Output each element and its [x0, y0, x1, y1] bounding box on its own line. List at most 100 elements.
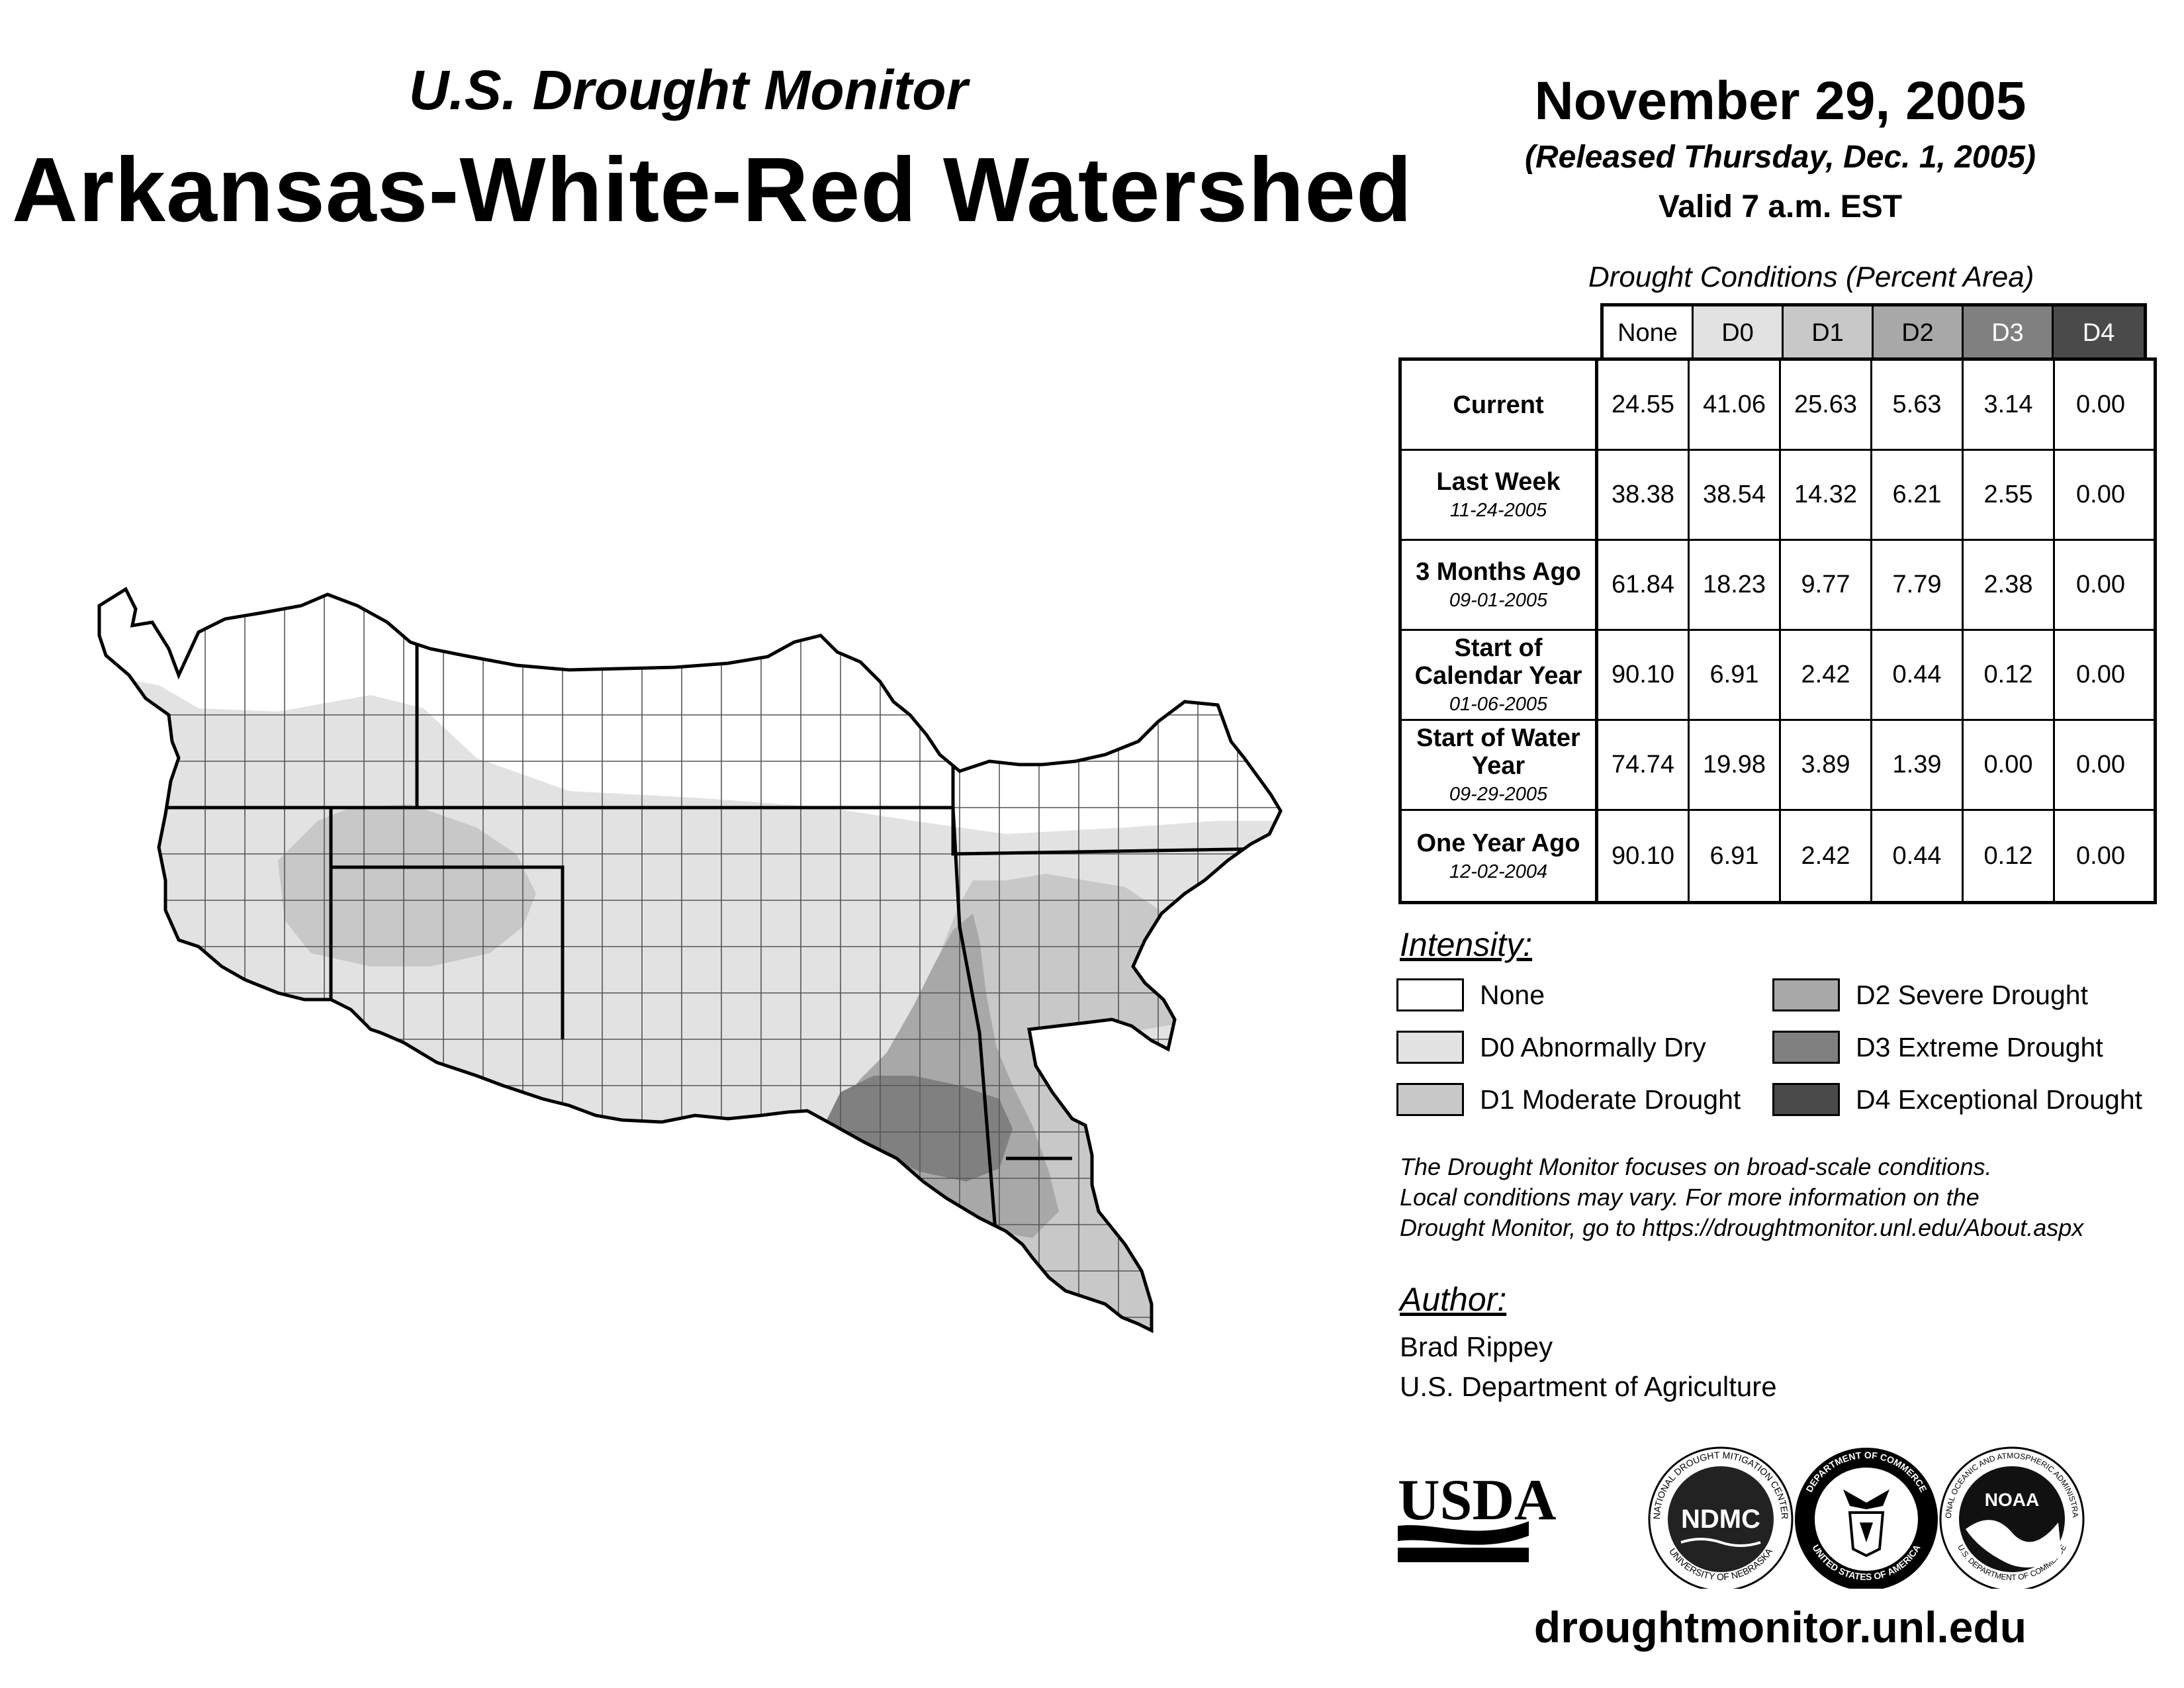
table-cell: 0.00 — [2076, 481, 2125, 508]
legend-swatch — [1772, 978, 1840, 1011]
table-row: 3 Months Ago 09-01-2005 61.84 18.23 9.77 7.79… — [1402, 541, 2154, 631]
table-cell: 0.44 — [1872, 631, 1964, 719]
note-line: Local conditions may vary. For more info… — [1400, 1184, 1979, 1211]
legend-label: D1 Moderate Drought — [1480, 1084, 1741, 1115]
table-cell: 19.98 — [1690, 721, 1781, 809]
table-col-header: None — [1604, 306, 1694, 359]
table-cell: 0.00 — [2076, 751, 2125, 778]
legend-label: D3 Extreme Drought — [1856, 1031, 2103, 1062]
row-label-text: Start of Calendar Year — [1414, 634, 1582, 690]
legend-label: None — [1480, 979, 1545, 1010]
table-cell: 90.10 — [1598, 631, 1690, 719]
table-col-header: D4 — [2054, 306, 2144, 359]
drought-table: Current 24.55 41.06 25.63 5.63 3.14 0.00 Last W… — [1398, 357, 2157, 904]
table-cell: 0.12 — [1964, 631, 2055, 719]
table-cell: 41.06 — [1690, 361, 1781, 449]
table-cell: 61.84 — [1598, 541, 1690, 629]
agency-logos: USDA NATIONAL DROUGHT MITIGATION CENTER … — [1396, 1443, 2085, 1589]
table-cell: 3.14 — [1964, 361, 2055, 449]
table-col-header: D0 — [1694, 306, 1784, 359]
map-title: Arkansas-White-Red Watershed — [12, 139, 1413, 241]
table-cell: 0.00 — [2076, 571, 2125, 598]
noaa-text: NOAA — [1985, 1489, 2039, 1510]
footer-url[interactable]: droughtmonitor.unl.edu — [1533, 1603, 2027, 1652]
ndmc-logo: NATIONAL DROUGHT MITIGATION CENTER UNIVE… — [1648, 1446, 1794, 1589]
table-cell: 0.00 — [2076, 661, 2125, 688]
legend-item-d3: D3 Extreme Drought — [1772, 1031, 2103, 1064]
row-label-text: One Year Ago — [1416, 829, 1580, 857]
table-header: None D0 D1 D2 D3 D4 — [1600, 303, 2147, 359]
table-cell: 0.00 — [2076, 391, 2125, 418]
table-cell: 14.32 — [1781, 451, 1872, 539]
author-block: Brad Rippey U.S. Department of Agricultu… — [1400, 1327, 1777, 1407]
row-label: Current — [1402, 361, 1598, 449]
table-cell: 0.00 — [2076, 841, 2125, 870]
legend-item-d1: D1 Moderate Drought — [1396, 1083, 1741, 1116]
author-name: Brad Rippey — [1400, 1331, 1553, 1362]
row-date: 09-01-2005 — [1449, 590, 1548, 611]
row-label: Start of Calendar Year 01-06-2005 — [1402, 631, 1598, 719]
table-cell: 38.54 — [1690, 451, 1781, 539]
legend-swatch — [1396, 1031, 1464, 1064]
row-label-text: Current — [1453, 391, 1544, 419]
table-cell: 90.10 — [1598, 811, 1690, 901]
row-date: 11-24-2005 — [1449, 500, 1547, 521]
table-cell: 9.77 — [1781, 541, 1872, 629]
legend-item-d2: D2 Severe Drought — [1772, 978, 2088, 1011]
disclaimer-note: The Drought Monitor focuses on broad-sca… — [1400, 1152, 2181, 1243]
row-date: 12-02-2004 — [1449, 861, 1548, 882]
author-heading: Author: — [1400, 1281, 1507, 1318]
row-label: 3 Months Ago 09-01-2005 — [1402, 541, 1598, 629]
row-label-text: 3 Months Ago — [1416, 558, 1581, 586]
row-date: 09-29-2005 — [1449, 784, 1548, 805]
row-label: One Year Ago 12-02-2004 — [1402, 811, 1598, 901]
legend-item-none: None — [1396, 978, 1545, 1011]
usda-text: USDA — [1398, 1468, 1557, 1532]
table-cell: 0.12 — [1964, 811, 2055, 901]
table-col-header: D3 — [1964, 306, 2054, 359]
doc-seal-logo: DEPARTMENT OF COMMERCE UNITED STATES OF … — [1795, 1448, 1938, 1589]
table-cell: 38.38 — [1598, 451, 1690, 539]
row-label-text: Start of Water Year — [1416, 724, 1580, 780]
table-col-header: D1 — [1784, 306, 1874, 359]
table-col-header: D2 — [1874, 306, 1964, 359]
map-subtitle: U.S. Drought Monitor — [408, 59, 968, 121]
legend-label: D2 Severe Drought — [1856, 979, 2088, 1010]
table-cell: 2.42 — [1781, 811, 1872, 901]
legend-swatch — [1396, 978, 1464, 1011]
note-line: The Drought Monitor focuses on broad-sca… — [1400, 1153, 1992, 1180]
table-cell: 2.55 — [1964, 451, 2055, 539]
table-cell: 1.39 — [1872, 721, 1964, 809]
table-row: One Year Ago 12-02-2004 90.10 6.91 2.42 0.44 0… — [1402, 811, 2154, 901]
author-org: U.S. Department of Agriculture — [1400, 1371, 1777, 1402]
usda-logo: USDA — [1398, 1468, 1557, 1562]
map-date: November 29, 2005 — [1534, 71, 2026, 131]
table-cell: 6.91 — [1690, 811, 1781, 901]
table-cell: 74.74 — [1598, 721, 1690, 809]
release-date: (Released Thursday, Dec. 1, 2005) — [1525, 140, 2036, 175]
legend-swatch — [1396, 1083, 1464, 1116]
table-row: Current 24.55 41.06 25.63 5.63 3.14 0.00 — [1402, 361, 2154, 451]
table-cell: 2.42 — [1781, 631, 1872, 719]
table-cell: 0.44 — [1872, 811, 1964, 901]
legend-title: Intensity: — [1400, 926, 1533, 963]
legend-label: D0 Abnormally Dry — [1480, 1031, 1706, 1062]
row-label: Start of Water Year 09-29-2005 — [1402, 721, 1598, 809]
table-cell: 6.21 — [1872, 451, 1964, 539]
ndmc-text: NDMC — [1681, 1505, 1760, 1534]
legend-item-d0: D0 Abnormally Dry — [1396, 1031, 1706, 1064]
valid-time: Valid 7 a.m. EST — [1658, 189, 1903, 224]
row-label: Last Week 11-24-2005 — [1402, 451, 1598, 539]
legend-swatch — [1772, 1031, 1840, 1064]
table-cell: 0.00 — [1964, 721, 2055, 809]
row-label-text: Last Week — [1436, 468, 1561, 496]
table-cell: 3.89 — [1781, 721, 1872, 809]
table-row: Start of Calendar Year 01-06-2005 90.10 6.9… — [1402, 631, 2154, 721]
table-cell: 24.55 — [1598, 361, 1690, 449]
legend-label: D4 Exceptional Drought — [1856, 1084, 2143, 1115]
legend-swatch — [1772, 1083, 1840, 1116]
table-cell: 7.79 — [1872, 541, 1964, 629]
table-cell: 5.63 — [1872, 361, 1964, 449]
watershed-map — [0, 543, 1350, 1364]
note-line: Drought Monitor, go to https://droughtmo… — [1400, 1214, 2084, 1241]
